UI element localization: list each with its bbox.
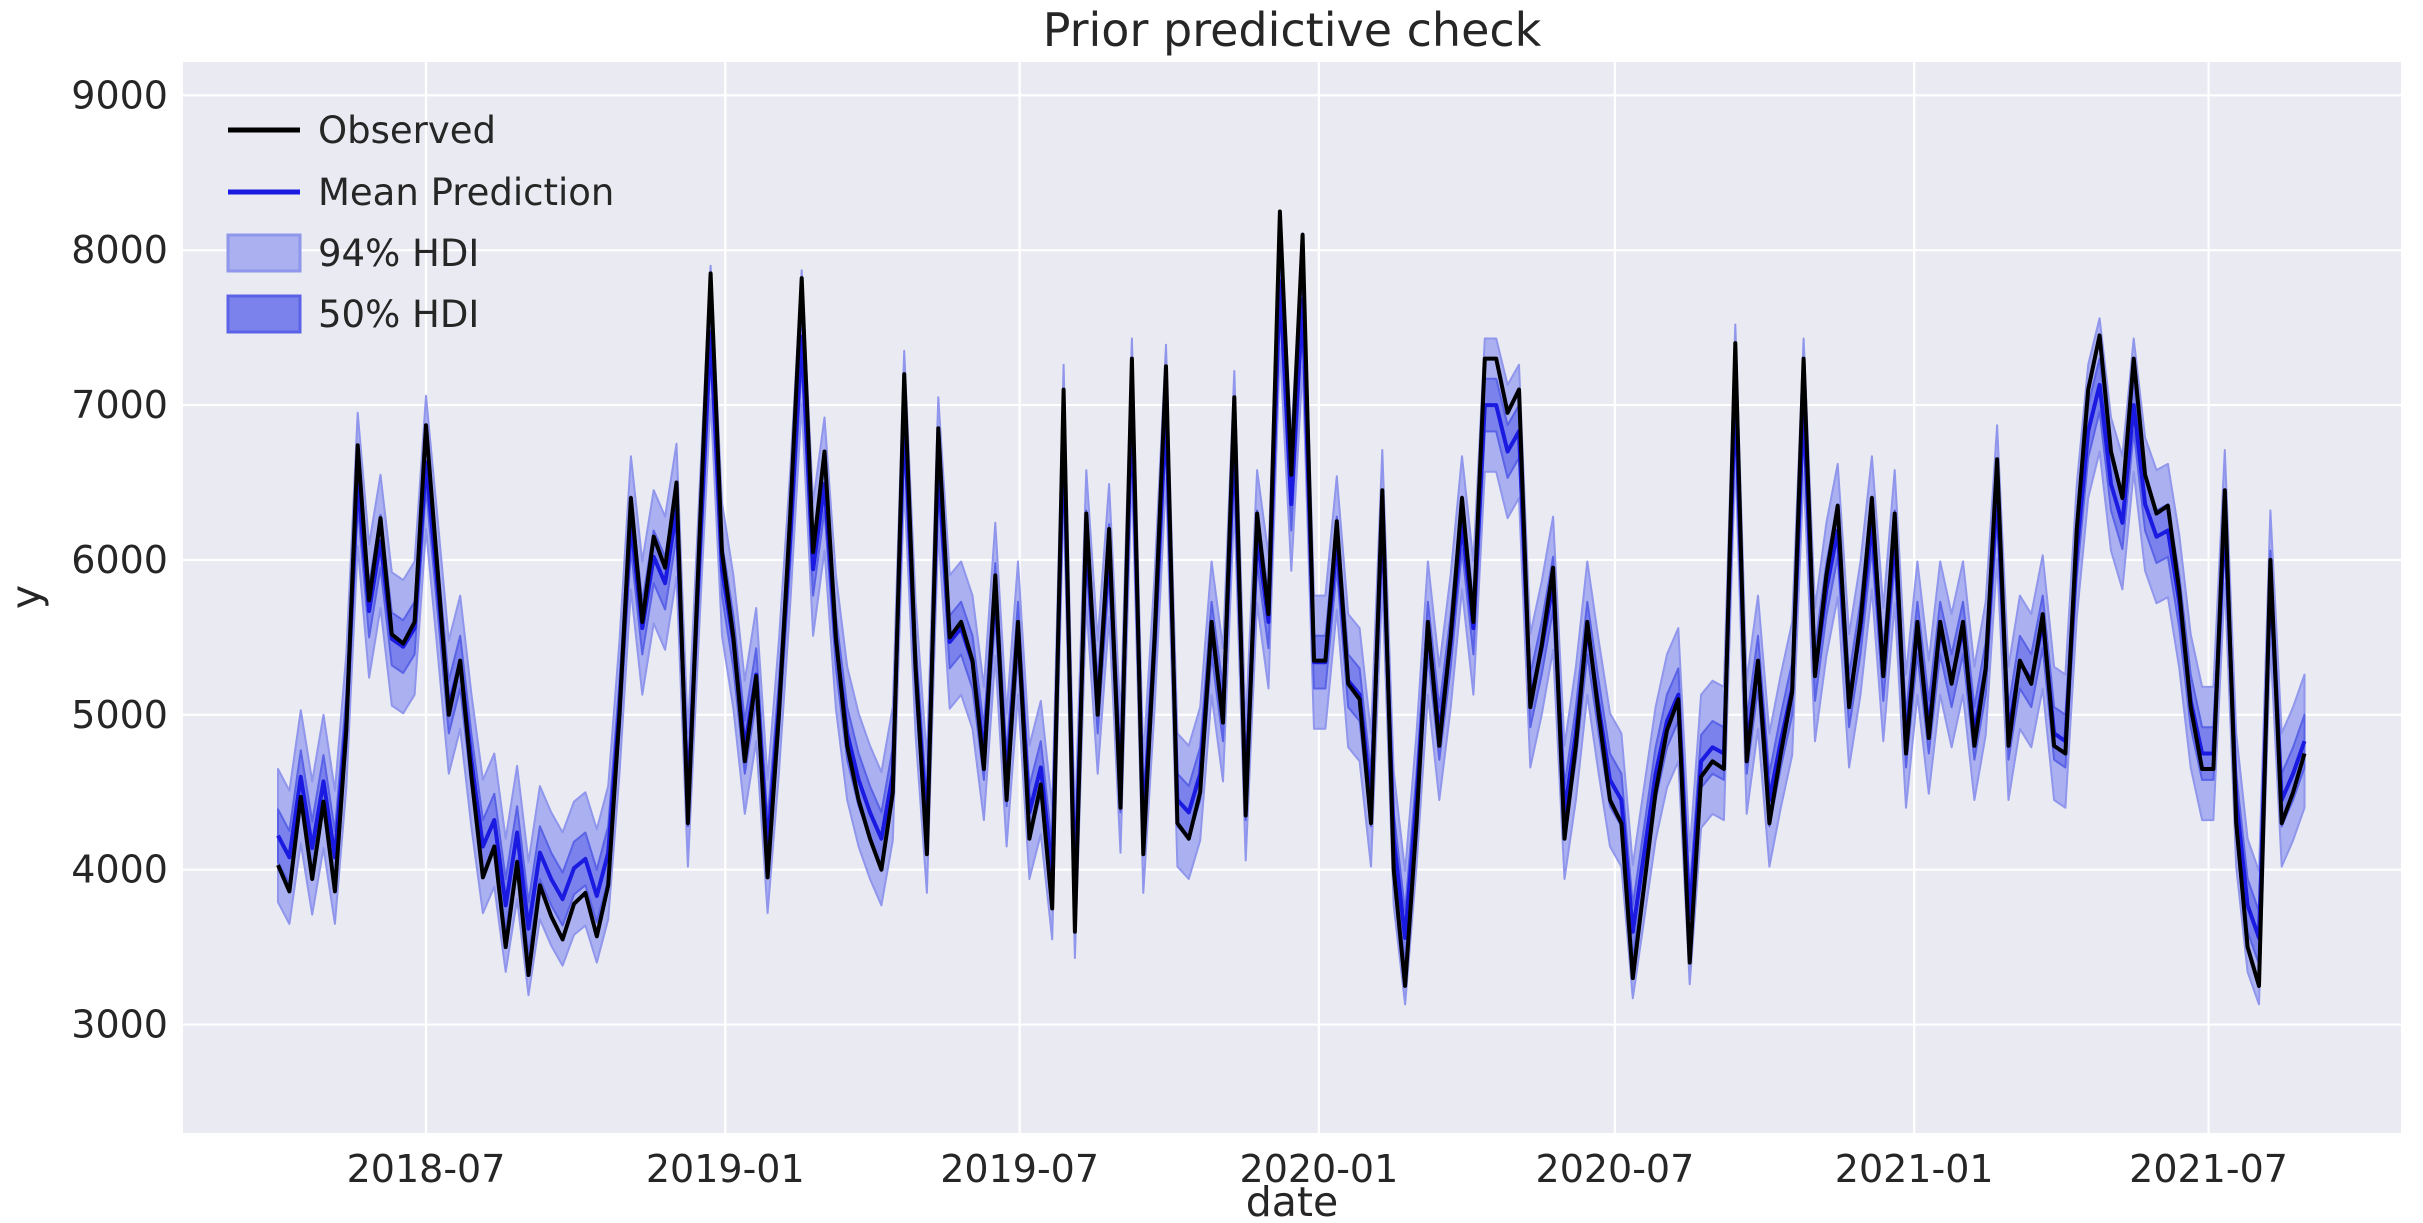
y-tick-label: 3000 [71,1003,168,1047]
observed-line [276,209,2307,988]
y-axis-ticks: 9000 8000 7000 6000 5000 4000 3000 [71,73,168,1046]
legend: Observed Mean Prediction 94% HDI 50% HDI [226,109,614,336]
chart-title: Prior predictive check [1043,3,1542,57]
legend-item-observed: Observed [228,109,496,152]
legend-item-50-hdi: 50% HDI [226,293,479,336]
legend-label-mean-prediction: Mean Prediction [318,171,614,214]
x-tick-label: 2018-07 [347,1147,506,1191]
legend-label-50-hdi: 50% HDI [318,293,479,336]
legend-item-94-hdi: 94% HDI [226,232,479,275]
plot-area [183,62,2401,1133]
y-tick-label: 5000 [71,693,168,737]
x-tick-label: 2019-01 [646,1147,805,1191]
x-axis-ticks: 2018-07 2019-01 2019-07 2020-01 2020-07 2021-… [347,1147,2288,1191]
x-tick-label: 2021-07 [2129,1147,2288,1191]
x-axis-label: date [1246,1178,1338,1223]
hdi50-swatch [226,294,302,334]
legend-label-observed: Observed [318,109,496,152]
y-tick-label: 7000 [71,383,168,427]
legend-item-mean-prediction: Mean Prediction [228,171,614,214]
x-tick-label: 2020-07 [1536,1147,1695,1191]
hdi94-swatch [226,233,302,273]
y-tick-label: 8000 [71,228,168,272]
x-tick-label: 2021-01 [1835,1147,1994,1191]
legend-label-94-hdi: 94% HDI [318,232,479,275]
y-tick-label: 4000 [71,848,168,892]
y-tick-label: 6000 [71,538,168,582]
y-axis-label: y [2,585,50,609]
x-tick-label: 2019-07 [940,1147,1099,1191]
x-tick-label: 2020-01 [1240,1147,1399,1191]
y-tick-label: 9000 [71,73,168,117]
